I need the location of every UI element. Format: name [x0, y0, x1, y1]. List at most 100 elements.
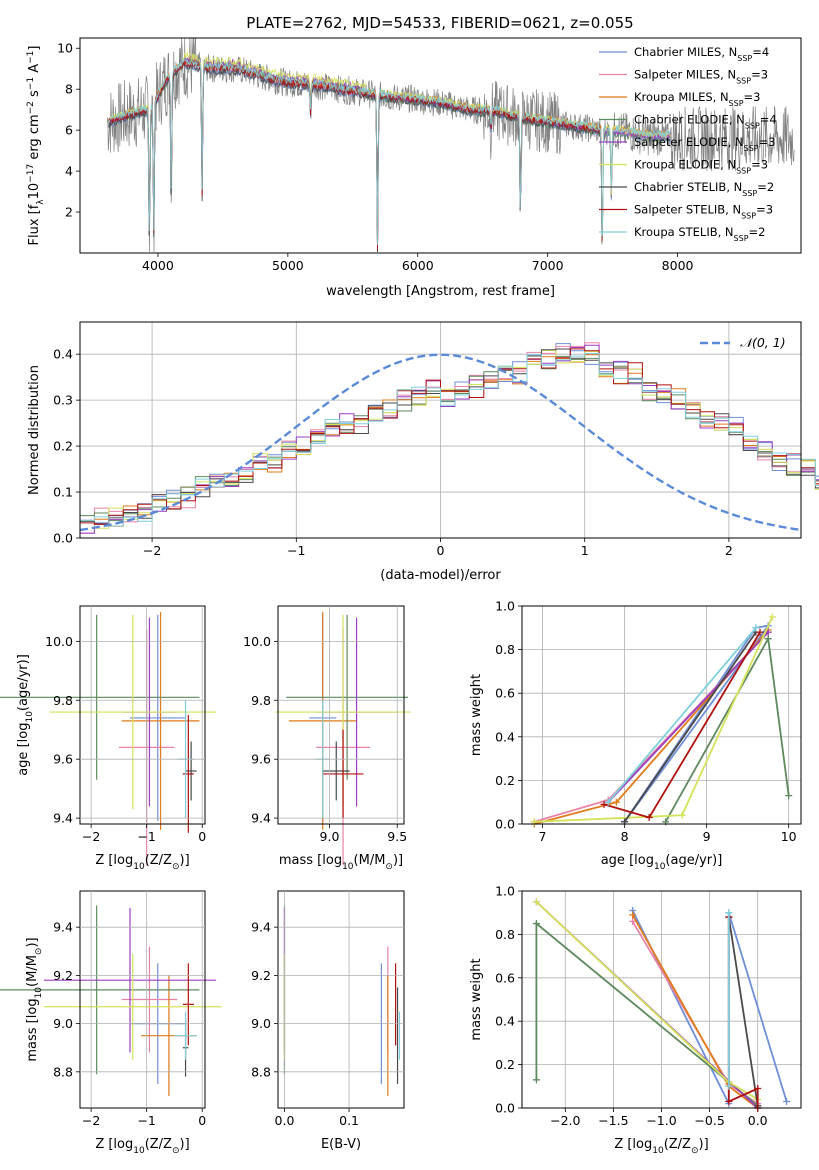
legend-nssp-value: =2	[757, 180, 774, 194]
legend-nssp-value: =3	[744, 90, 761, 104]
y-axis-label-part: A	[27, 64, 42, 77]
x-axis-label-part: ⊙	[172, 862, 180, 872]
weight-marker-kroupa-stelib	[725, 909, 733, 917]
axes-frame	[79, 321, 802, 539]
x-axis-label: wavelength [Angstrom, rest frame]	[326, 284, 555, 299]
legend-nssp-value: =3	[756, 203, 773, 217]
y-tick-label: 0.4	[53, 347, 73, 362]
y-tick-label: 1.0	[495, 884, 515, 899]
x-tick-label: 5000	[272, 258, 304, 273]
legend-nssp-sub: SSP	[745, 121, 760, 130]
y-axis-label: age [log10(age/yr)]	[16, 654, 35, 776]
y-tick-label: 9.4	[53, 920, 73, 935]
residual-histogram-salpeter-miles	[80, 342, 819, 534]
y-axis-label: Normed distribution	[27, 365, 42, 495]
y-tick-label: 8	[65, 82, 73, 97]
x-tick-label: 0	[437, 543, 445, 558]
y-axis-label-part: mass [log	[25, 998, 40, 1061]
y-tick-label: 9.0	[53, 1016, 73, 1031]
y-tick-label: 2	[65, 205, 73, 220]
y-axis-label-part: 10	[34, 987, 44, 999]
x-tick-label: −2	[82, 829, 100, 844]
y-tick-label: 9.8	[251, 693, 271, 708]
y-axis-label-part: 10	[25, 711, 35, 723]
residual-histogram-kroupa-stelib	[80, 353, 819, 527]
y-axis-label-part: s	[27, 90, 42, 101]
x-tick-label: −2	[143, 543, 161, 558]
x-tick-label: 0.0	[275, 1113, 295, 1128]
weight-line-chabrier-elodie	[664, 635, 790, 823]
x-tick-label: 1	[581, 543, 589, 558]
legend-nssp-sub: SSP	[737, 54, 752, 63]
y-axis-label-part: −1	[26, 51, 36, 64]
legend-nssp-value: =3	[751, 68, 768, 82]
x-tick-label: 0.1	[339, 1113, 359, 1128]
legend-nssp-value: =3	[759, 135, 776, 149]
y-tick-label: 0.8	[495, 927, 515, 942]
x-tick-label: −2.0	[550, 1113, 580, 1128]
weight-marker-chabrier-elodie	[532, 1076, 540, 1084]
y-tick-label: 0.6	[495, 686, 515, 701]
legend-normal-label: 𝒩(0, 1)	[740, 335, 786, 350]
weight-line-kroupa-elodie	[535, 901, 759, 1101]
weight-line-chabrier-stelib	[727, 916, 759, 1106]
figure-title: PLATE=2762, MJD=54533, FIBERID=0621, z=0…	[246, 14, 633, 32]
weight-marker-kroupa-elodie	[678, 811, 686, 819]
x-axis-label-part: (Z/Z	[145, 1137, 172, 1152]
axes-frame	[521, 890, 802, 1109]
weight-line-salpeter-elodie	[607, 631, 769, 803]
y-tick-label: 9.0	[251, 1016, 271, 1031]
weight-marker-kroupa-elodie	[532, 898, 540, 906]
x-tick-label: 0	[198, 829, 206, 844]
model-spectrum-salpeter-elodie	[108, 54, 672, 248]
legend-nssp-sub: SSP	[742, 189, 757, 198]
y-tick-label: 0.8	[495, 642, 515, 657]
x-axis-label: Z [log10(Z/Z⊙)]	[614, 1137, 708, 1156]
x-axis-label-part: mass [log	[279, 853, 342, 868]
legend-nssp-sub: SSP	[741, 211, 756, 220]
x-axis-label-part: 10	[133, 862, 145, 872]
model-spectrum-salpeter-miles	[108, 60, 672, 250]
y-axis-label-part: Flux [f	[27, 204, 42, 245]
y-axis-label-part: erg cm	[27, 114, 42, 163]
weight-line-kroupa-elodie	[534, 616, 774, 823]
weight-marker-kroupa-stelib	[752, 624, 760, 632]
x-tick-label: 9	[703, 829, 711, 844]
weight-marker-chabrier-elodie	[532, 920, 540, 928]
x-axis-label: E(B-V)	[321, 1137, 361, 1152]
y-tick-label: 9.2	[251, 968, 271, 983]
x-tick-label: 4000	[142, 258, 174, 273]
residual-panel: −2 −1 0 1 2 0.0 0.1 0.2 0.3 0.4 𝒩(0, 1) (data-model…	[27, 321, 819, 583]
weight-marker-kroupa-stelib	[604, 798, 612, 806]
y-axis-label-part: (age/yr)]	[16, 654, 31, 711]
x-axis-label: Z [log10(Z/Z⊙)]	[95, 853, 189, 872]
y-tick-label: 0.1	[53, 485, 73, 500]
x-tick-label: 0	[198, 1113, 206, 1128]
weight-marker-chabrier-elodie	[785, 792, 793, 800]
x-axis-label: age [log10(age/yr)]	[601, 853, 723, 872]
weight-marker-salpeter-stelib	[754, 1084, 762, 1092]
y-tick-label: 9.4	[251, 811, 271, 826]
y-tick-label: 1.0	[495, 599, 515, 614]
legend-label-chabrier-elodie: Chabrier ELODIE, NSSP=4	[634, 113, 777, 131]
residual-histogram-kroupa-miles	[80, 354, 819, 527]
legend-nssp-sub: SSP	[734, 234, 749, 243]
x-tick-label: 6000	[402, 258, 434, 273]
x-axis-label-part: 10	[654, 862, 666, 872]
x-tick-label: −2	[82, 1113, 100, 1128]
y-axis-label-part: ]	[27, 46, 42, 51]
x-tick-label: 8	[621, 829, 629, 844]
weight-marker-salpeter-stelib	[756, 628, 764, 636]
x-tick-label: 9.0	[320, 829, 340, 844]
model-spectrum-chabrier-miles	[108, 62, 671, 253]
x-tick-label: −1	[287, 543, 305, 558]
weight-marker-salpeter-stelib	[645, 813, 653, 821]
weight-marker-chabrier-elodie	[764, 635, 772, 643]
legend-label-salpeter-miles: Salpeter MILES, NSSP=3	[634, 68, 768, 86]
age-vs-mass-panel: 9.0 9.5 9.4 9.6 9.8 10.0 mass [log10(M/M⊙)]	[243, 605, 411, 872]
y-tick-label: 9.4	[251, 920, 271, 935]
weight-marker-kroupa-stelib	[725, 1082, 733, 1090]
weight-line-chabrier-miles	[623, 624, 771, 823]
